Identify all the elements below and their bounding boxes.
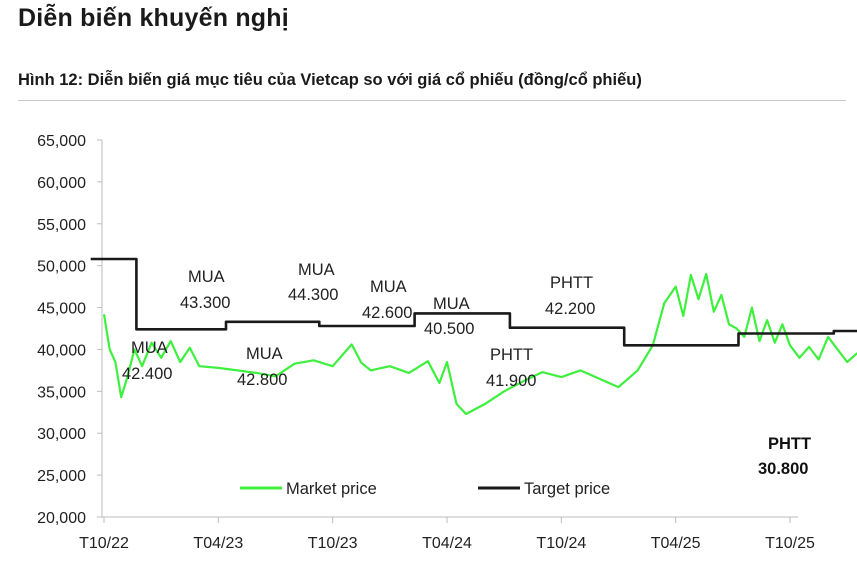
annotation-6-value: 40.500 <box>424 320 474 338</box>
caption-divider <box>18 100 846 101</box>
market-price-line <box>102 272 857 416</box>
x-tick-label: T10/22 <box>79 535 129 552</box>
legend-target-price-label: Target price <box>524 480 610 498</box>
annotation-9-label: PHTT <box>768 435 811 453</box>
annotation-8-value: 42.200 <box>545 300 595 318</box>
x-tick-label: T04/25 <box>651 535 701 552</box>
annotation-2-value: 43.300 <box>180 294 230 312</box>
annotation-7-label: PHTT <box>490 346 533 364</box>
y-tick-label: 55,000 <box>37 217 86 234</box>
y-tick-label: 35,000 <box>37 384 86 401</box>
annotation-2-label: MUA <box>188 268 225 286</box>
annotation-8-label: PHTT <box>550 274 593 292</box>
annotation-3-label: MUA <box>246 345 283 363</box>
target-price-line <box>90 257 857 347</box>
y-tick-label: 30,000 <box>37 426 86 443</box>
annotation-5-label: MUA <box>370 278 407 296</box>
figure-caption: Hình 12: Diễn biến giá mục tiêu của Viet… <box>18 71 642 89</box>
annotation-7-value: 41.900 <box>486 372 536 390</box>
x-tick-label: T04/24 <box>422 535 472 552</box>
annotation-1-value: 42.400 <box>122 365 172 383</box>
annotation-6-label: MUA <box>433 295 470 313</box>
annotation-3-value: 42.800 <box>237 371 287 389</box>
legend-market-price-label: Market price <box>286 480 377 498</box>
annotation-5-value: 42.600 <box>362 304 412 322</box>
x-tick-label: T10/24 <box>536 535 586 552</box>
y-tick-label: 60,000 <box>37 175 86 192</box>
y-tick-label: 50,000 <box>37 259 86 276</box>
y-tick-label: 45,000 <box>37 301 86 318</box>
annotation-4-value: 44.300 <box>288 286 338 304</box>
y-tick-label: 25,000 <box>37 468 86 485</box>
x-tick-label: T10/23 <box>308 535 358 552</box>
section-heading: Diễn biến khuyến nghị <box>18 4 289 32</box>
x-tick-label: T04/23 <box>193 535 243 552</box>
x-tick-label: T10/25 <box>765 535 815 552</box>
annotation-9-value: 30.800 <box>758 460 808 478</box>
annotation-1-label: MUA <box>131 339 168 357</box>
y-tick-label: 20,000 <box>37 510 86 527</box>
annotation-4-label: MUA <box>298 261 335 279</box>
y-tick-label: 65,000 <box>37 133 86 150</box>
y-tick-label: 40,000 <box>37 342 86 359</box>
